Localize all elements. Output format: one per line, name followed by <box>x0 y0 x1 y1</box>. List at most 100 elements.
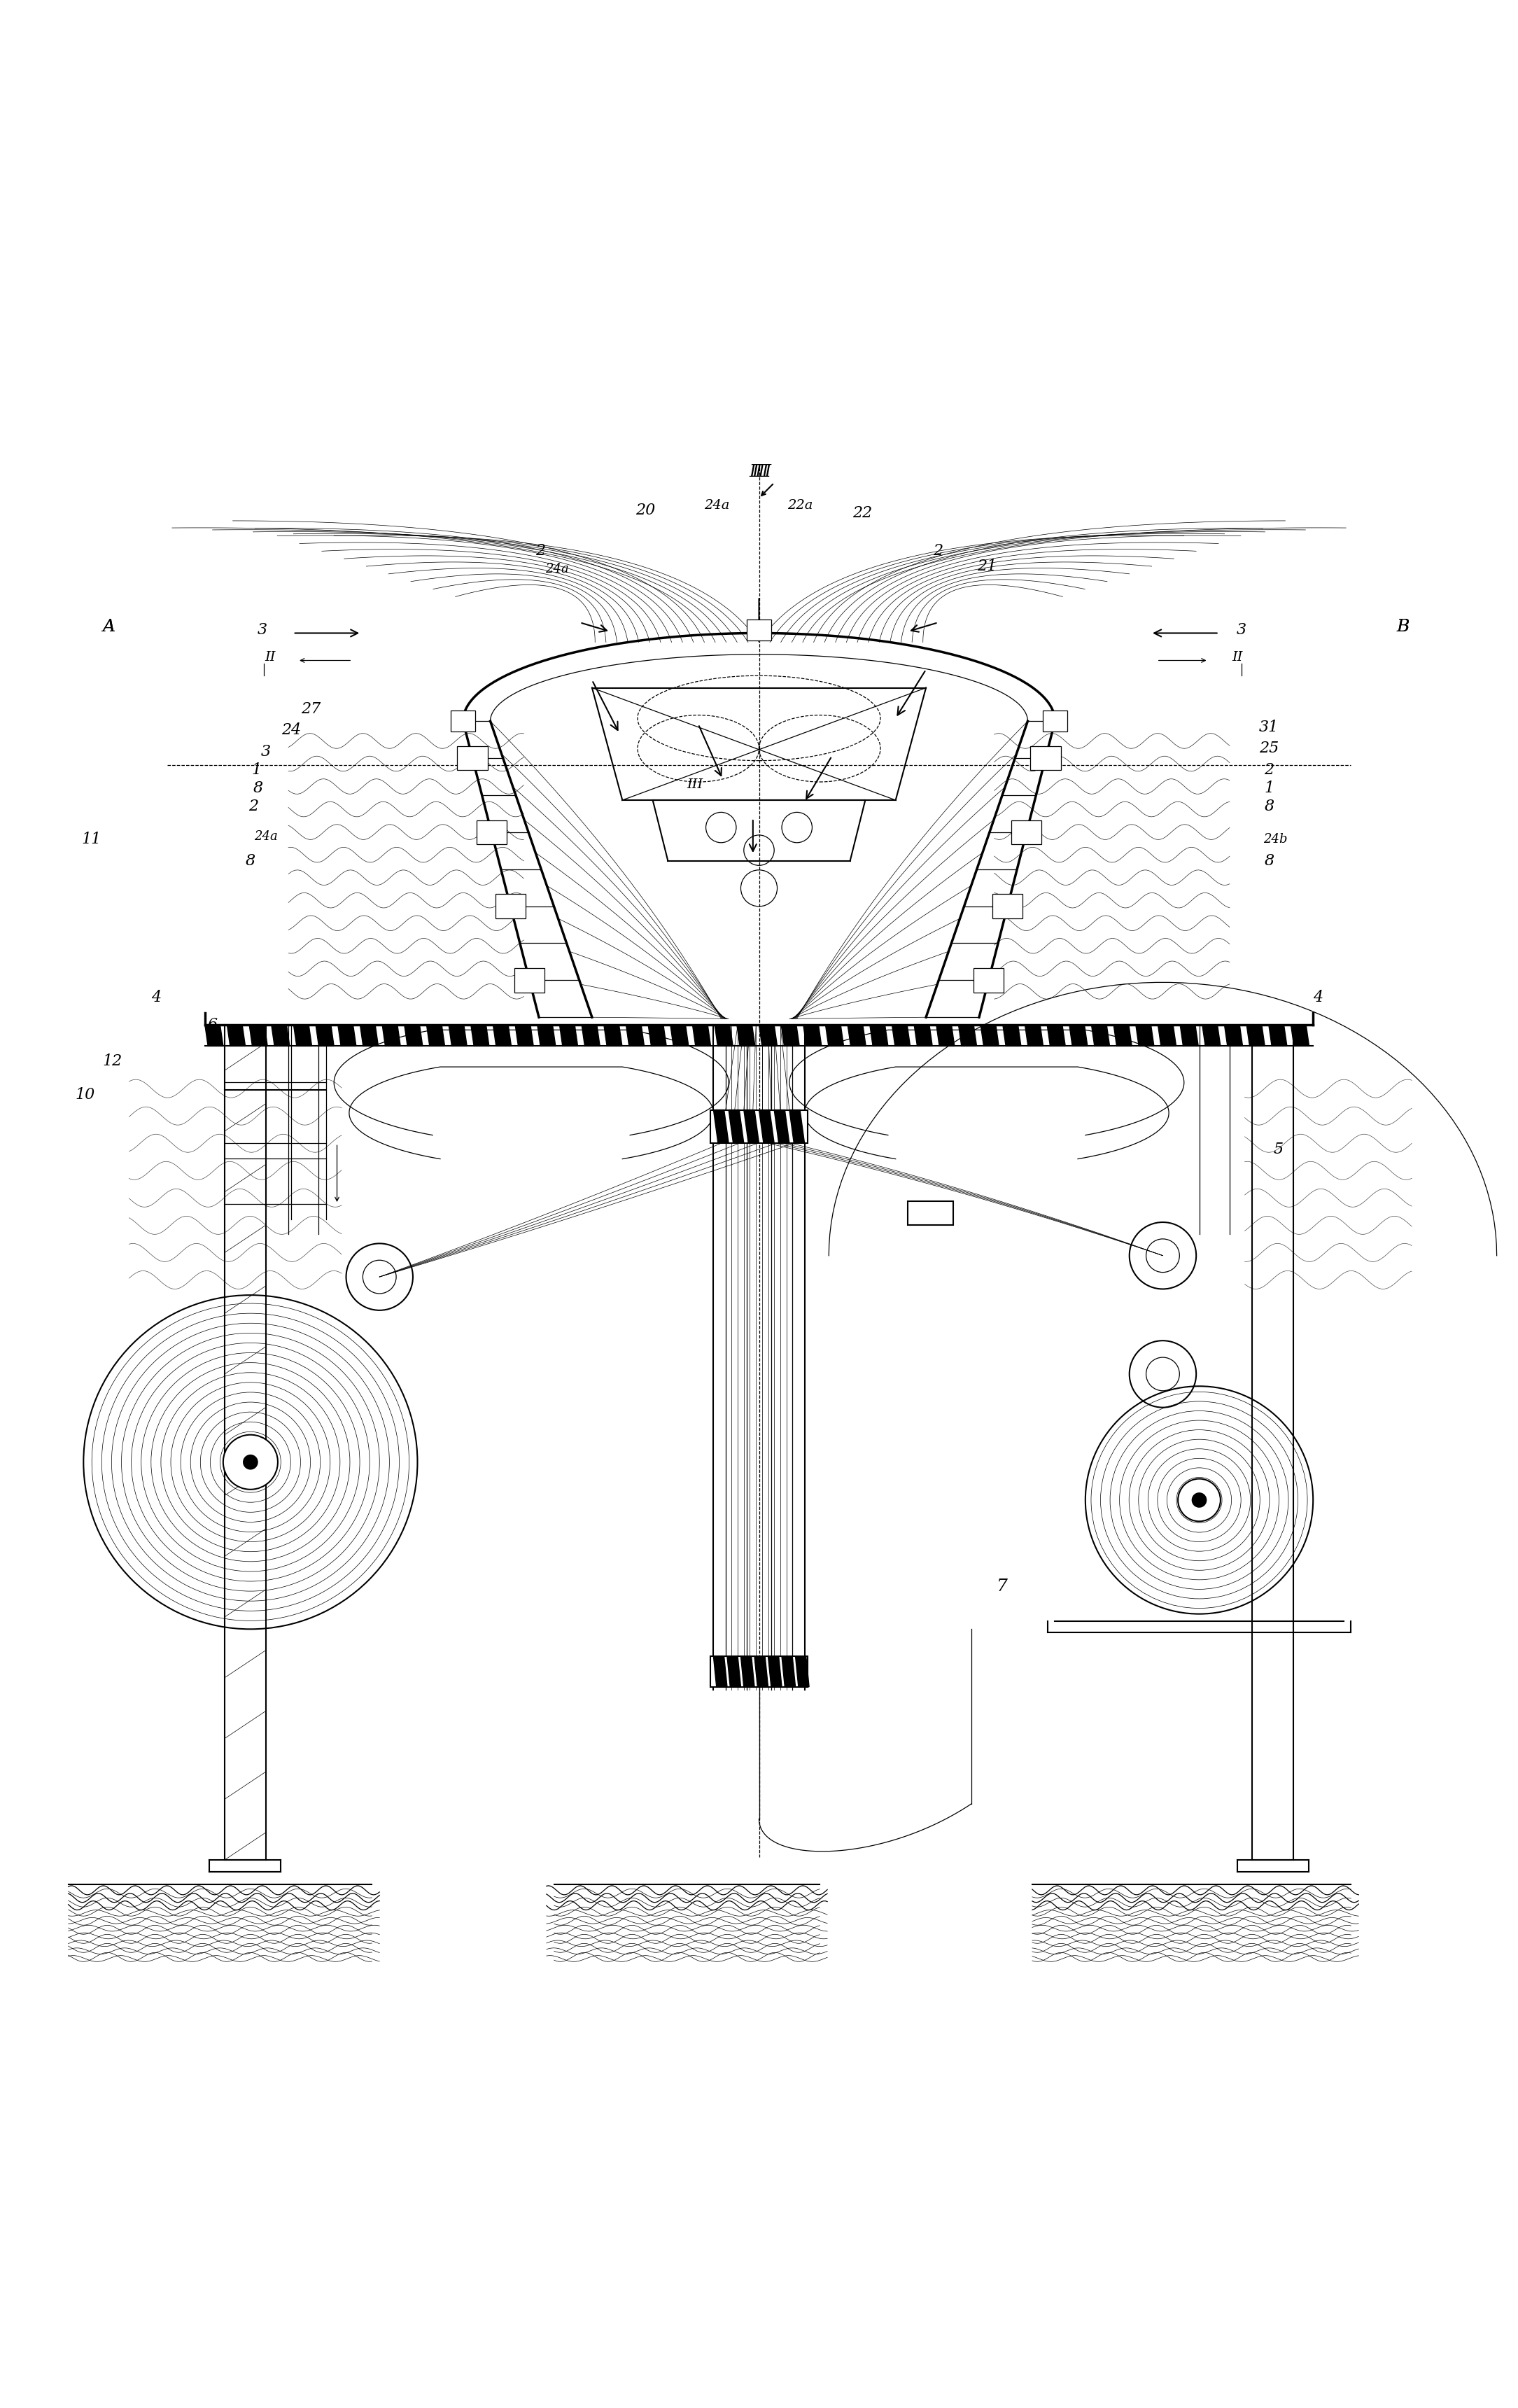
Polygon shape <box>671 1026 689 1045</box>
Polygon shape <box>383 1026 401 1045</box>
Polygon shape <box>360 1026 378 1045</box>
Polygon shape <box>205 1026 223 1045</box>
Polygon shape <box>729 1110 744 1144</box>
Polygon shape <box>1179 1026 1198 1045</box>
Text: III: III <box>750 465 768 479</box>
Polygon shape <box>893 1026 911 1045</box>
Text: 20: 20 <box>635 503 656 518</box>
Polygon shape <box>581 1026 600 1045</box>
Polygon shape <box>1158 1026 1176 1045</box>
Bar <box>710 1110 808 1144</box>
Polygon shape <box>1202 1026 1220 1045</box>
Text: 3: 3 <box>1237 621 1246 638</box>
Polygon shape <box>759 1110 774 1144</box>
Bar <box>1043 710 1067 732</box>
Bar <box>973 968 1003 992</box>
Polygon shape <box>803 1026 821 1045</box>
Bar <box>908 1202 953 1226</box>
Bar <box>710 1657 808 1688</box>
Text: 22: 22 <box>852 506 873 520</box>
Polygon shape <box>471 1026 489 1045</box>
Text: 2: 2 <box>249 799 258 814</box>
Polygon shape <box>795 1657 809 1688</box>
Circle shape <box>1178 1479 1220 1522</box>
Text: 25: 25 <box>1258 742 1280 756</box>
Circle shape <box>1192 1493 1207 1507</box>
Text: 27: 27 <box>301 701 322 718</box>
Polygon shape <box>870 1026 888 1045</box>
Polygon shape <box>715 1026 733 1045</box>
Bar <box>747 619 771 641</box>
Text: 24b: 24b <box>1263 833 1287 845</box>
Polygon shape <box>1047 1026 1066 1045</box>
Text: II: II <box>264 650 276 665</box>
Polygon shape <box>744 1110 759 1144</box>
Polygon shape <box>625 1026 644 1045</box>
Polygon shape <box>741 1657 754 1688</box>
Polygon shape <box>427 1026 445 1045</box>
Bar <box>477 821 507 845</box>
Text: 4: 4 <box>152 990 161 1004</box>
Bar <box>451 710 475 732</box>
Polygon shape <box>768 1657 782 1688</box>
Text: 9: 9 <box>1271 1023 1280 1038</box>
Polygon shape <box>515 1026 533 1045</box>
Text: 10: 10 <box>74 1086 96 1103</box>
Polygon shape <box>228 1026 246 1045</box>
Polygon shape <box>1069 1026 1087 1045</box>
Polygon shape <box>272 1026 290 1045</box>
Text: B: B <box>1397 619 1409 636</box>
Text: 8: 8 <box>254 780 263 795</box>
Polygon shape <box>759 1026 777 1045</box>
Bar <box>1011 821 1041 845</box>
Polygon shape <box>293 1026 311 1045</box>
Text: 8: 8 <box>1264 799 1274 814</box>
Polygon shape <box>648 1026 666 1045</box>
Polygon shape <box>404 1026 422 1045</box>
Bar <box>1031 746 1061 771</box>
Polygon shape <box>1225 1026 1243 1045</box>
Polygon shape <box>914 1026 932 1045</box>
Text: A: A <box>103 619 115 636</box>
Polygon shape <box>1003 1026 1022 1045</box>
Text: 5: 5 <box>1274 1141 1283 1156</box>
Polygon shape <box>782 1026 800 1045</box>
Polygon shape <box>713 1657 727 1688</box>
Circle shape <box>243 1454 258 1469</box>
Text: 6: 6 <box>208 1016 217 1033</box>
Polygon shape <box>249 1026 267 1045</box>
Polygon shape <box>727 1657 741 1688</box>
Text: 2: 2 <box>536 544 545 559</box>
Polygon shape <box>537 1026 556 1045</box>
Text: 2: 2 <box>1264 761 1274 778</box>
Polygon shape <box>958 1026 976 1045</box>
Text: II: II <box>1231 650 1243 665</box>
Text: 24a: 24a <box>254 831 278 843</box>
Polygon shape <box>789 1110 805 1144</box>
Text: 4: 4 <box>1313 990 1322 1004</box>
Text: 3: 3 <box>261 744 270 759</box>
Polygon shape <box>1025 1026 1043 1045</box>
Polygon shape <box>713 1110 729 1144</box>
Polygon shape <box>782 1657 795 1688</box>
Polygon shape <box>1246 1026 1264 1045</box>
Bar <box>457 746 487 771</box>
Polygon shape <box>981 1026 999 1045</box>
Text: 3: 3 <box>258 621 267 638</box>
Text: 8: 8 <box>246 852 255 869</box>
Text: 31: 31 <box>1258 720 1280 734</box>
Polygon shape <box>754 1657 768 1688</box>
Polygon shape <box>493 1026 512 1045</box>
Text: 1: 1 <box>1264 780 1274 795</box>
Polygon shape <box>847 1026 865 1045</box>
Polygon shape <box>937 1026 955 1045</box>
Polygon shape <box>316 1026 334 1045</box>
Text: 2: 2 <box>934 544 943 559</box>
Polygon shape <box>1135 1026 1154 1045</box>
Text: 21: 21 <box>976 559 997 573</box>
Bar <box>515 968 545 992</box>
Text: III: III <box>688 778 703 792</box>
Text: 12: 12 <box>102 1055 123 1069</box>
Polygon shape <box>1269 1026 1287 1045</box>
Text: 22a: 22a <box>788 498 812 513</box>
